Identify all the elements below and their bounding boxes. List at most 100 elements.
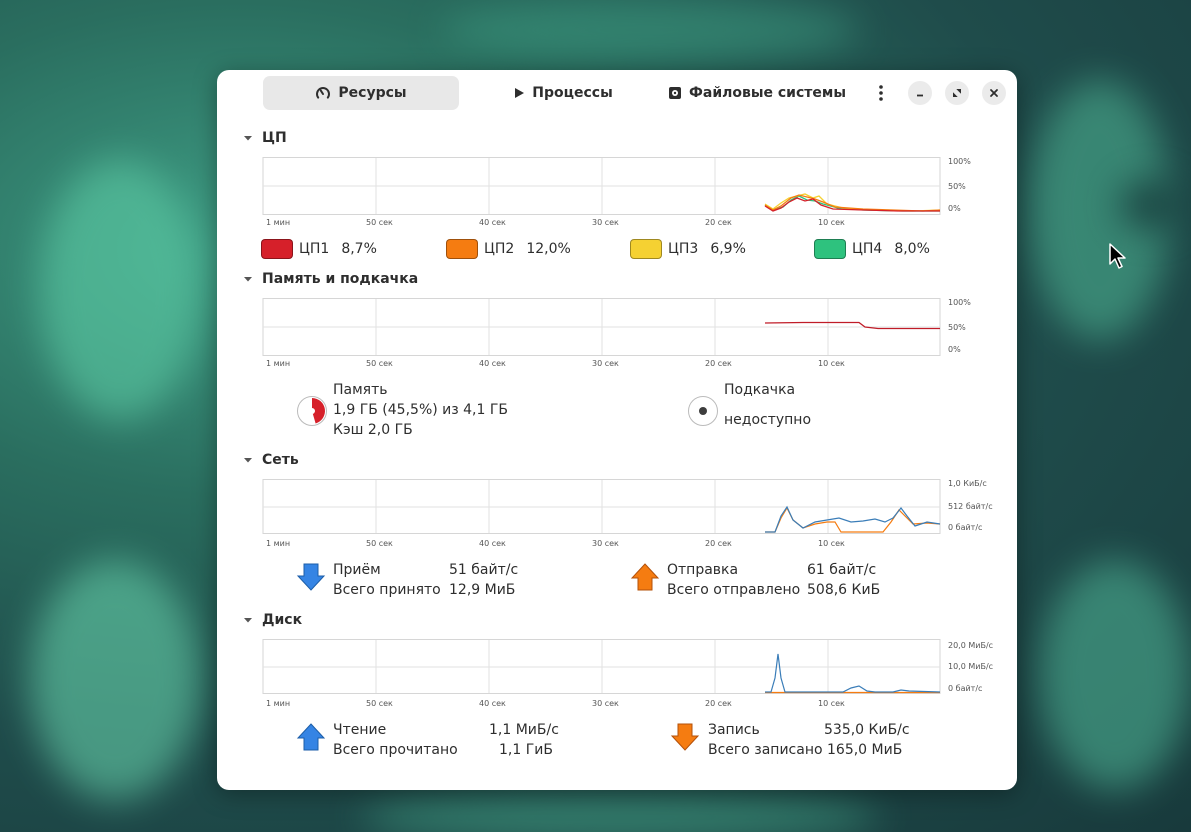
read-value: 1,1 МиБ/с bbox=[489, 722, 559, 738]
receive-arrow-icon bbox=[296, 563, 326, 591]
receive-total-label: Всего принято bbox=[333, 582, 441, 598]
maximize-button[interactable] bbox=[945, 81, 969, 105]
x-tick: 20 сек bbox=[705, 218, 732, 227]
y-tick: 512 байт/с bbox=[948, 502, 993, 511]
x-tick: 40 сек bbox=[479, 539, 506, 548]
tab-label: Процессы bbox=[532, 85, 613, 101]
tab-resources[interactable]: Ресурсы bbox=[263, 76, 459, 110]
x-tick: 30 сек bbox=[592, 218, 619, 227]
disk-section-header[interactable]: Диск bbox=[243, 612, 302, 628]
read-label: Чтение bbox=[333, 722, 387, 738]
write-label: Запись bbox=[708, 722, 760, 738]
write-arrow-icon bbox=[670, 723, 700, 751]
swap-pie bbox=[687, 395, 719, 431]
close-icon bbox=[990, 89, 998, 97]
x-tick: 50 сек bbox=[366, 699, 393, 708]
disk-graph: 20,0 МиБ/с 10,0 МиБ/с 0 байт/с 1 мин 50 … bbox=[262, 638, 993, 708]
cpu3-legend: ЦП3 6,9% bbox=[630, 239, 746, 259]
legend-label: ЦП2 bbox=[484, 241, 515, 257]
time-axis-labels: 1 мин 50 сек 40 сек 30 сек 20 сек 10 сек bbox=[266, 539, 845, 548]
swap-status: недоступно bbox=[724, 412, 812, 428]
send-value: 61 байт/с bbox=[807, 562, 877, 578]
close-button[interactable] bbox=[982, 81, 1006, 105]
mouse-pointer-icon bbox=[1109, 243, 1126, 269]
network-section-header[interactable]: Сеть bbox=[243, 452, 299, 468]
network-graph: 1,0 КиБ/с 512 байт/с 0 байт/с 1 мин 50 с… bbox=[262, 478, 993, 548]
color-swatch[interactable] bbox=[261, 239, 293, 259]
x-tick: 30 сек bbox=[592, 539, 619, 548]
cpu2-line bbox=[764, 194, 941, 212]
disk-icon bbox=[668, 87, 681, 99]
tab-processes[interactable]: Процессы bbox=[485, 76, 641, 110]
memory-label: Память bbox=[333, 382, 388, 398]
x-tick: 1 мин bbox=[266, 699, 290, 708]
maximize-icon bbox=[953, 89, 961, 97]
chevron-down-icon bbox=[242, 273, 254, 285]
wallpaper-shadow bbox=[1120, 180, 1180, 230]
minimize-icon bbox=[917, 94, 923, 97]
y-tick: 50% bbox=[948, 182, 966, 191]
main-menu-button[interactable] bbox=[869, 80, 893, 106]
x-tick: 20 сек bbox=[705, 359, 732, 368]
chevron-down-icon bbox=[242, 614, 254, 626]
send-arrow-icon bbox=[630, 563, 660, 591]
y-tick: 0% bbox=[948, 204, 961, 213]
memory-cache-text: Кэш 2,0 ГБ bbox=[333, 422, 413, 438]
swap-label: Подкачка bbox=[724, 382, 796, 398]
write-total-label: Всего записано bbox=[708, 742, 823, 758]
cpu-section-header[interactable]: ЦП bbox=[243, 130, 287, 146]
time-axis-labels: 1 мин 50 сек 40 сек 30 сек 20 сек 10 сек bbox=[266, 218, 845, 227]
section-title: Сеть bbox=[262, 452, 299, 468]
send-line bbox=[765, 506, 941, 533]
y-tick: 0% bbox=[948, 345, 961, 354]
color-swatch[interactable] bbox=[446, 239, 478, 259]
send-total-value: 508,6 КиБ bbox=[807, 582, 881, 598]
wallpaper-highlight bbox=[360, 792, 880, 832]
legend-label: ЦП3 bbox=[668, 241, 699, 257]
minimize-button[interactable] bbox=[908, 81, 932, 105]
y-tick: 50% bbox=[948, 323, 966, 332]
memory-fraction-slice bbox=[312, 398, 325, 424]
memory-section-header[interactable]: Память и подкачка bbox=[243, 271, 418, 287]
tab-file-systems[interactable]: Файловые системы bbox=[665, 76, 849, 110]
y-tick: 100% bbox=[948, 298, 971, 307]
x-tick: 30 сек bbox=[592, 699, 619, 708]
header-bar: Ресурсы Процессы Файловые системы bbox=[217, 70, 1017, 116]
x-tick: 50 сек bbox=[366, 218, 393, 227]
read-total-label: Всего прочитано bbox=[333, 742, 458, 758]
chevron-down-icon bbox=[242, 454, 254, 466]
send-total-label: Всего отправлено bbox=[667, 582, 801, 598]
x-tick: 1 мин bbox=[266, 539, 290, 548]
x-tick: 10 сек bbox=[818, 359, 845, 368]
read-line bbox=[765, 653, 941, 693]
x-tick: 1 мин bbox=[266, 218, 290, 227]
y-tick: 0 байт/с bbox=[948, 523, 982, 532]
write-value: 535,0 КиБ/с bbox=[824, 722, 910, 738]
x-tick: 50 сек bbox=[366, 359, 393, 368]
kebab-menu-icon bbox=[879, 85, 883, 101]
x-tick: 30 сек bbox=[592, 359, 619, 368]
y-tick: 10,0 МиБ/с bbox=[948, 662, 993, 671]
section-title: Диск bbox=[262, 612, 303, 628]
section-title: Память и подкачка bbox=[262, 271, 419, 287]
x-tick: 20 сек bbox=[705, 699, 732, 708]
color-swatch[interactable] bbox=[630, 239, 662, 259]
y-tick: 100% bbox=[948, 157, 971, 166]
legend-value: 6,9% bbox=[710, 241, 746, 257]
x-tick: 50 сек bbox=[366, 539, 393, 548]
legend-label: ЦП4 bbox=[852, 241, 883, 257]
color-swatch[interactable] bbox=[814, 239, 846, 259]
memory-usage-text: 1,9 ГБ (45,5%) из 4,1 ГБ bbox=[333, 402, 509, 418]
receive-total-value: 12,9 МиБ bbox=[449, 582, 516, 598]
cpu-graph: 100% 50% 0% 1 мин 50 сек 40 сек 30 сек 2… bbox=[262, 156, 983, 227]
write-total-value: 165,0 МиБ bbox=[827, 742, 903, 758]
wallpaper-highlight bbox=[40, 160, 200, 420]
wallpaper-highlight bbox=[30, 560, 200, 800]
read-arrow-icon bbox=[296, 723, 326, 751]
cpu4-legend: ЦП4 8,0% bbox=[814, 239, 930, 259]
section-title: ЦП bbox=[262, 130, 287, 146]
x-tick: 20 сек bbox=[705, 539, 732, 548]
legend-value: 8,7% bbox=[341, 241, 377, 257]
receive-line bbox=[765, 505, 941, 533]
y-tick: 0 байт/с bbox=[948, 684, 982, 693]
